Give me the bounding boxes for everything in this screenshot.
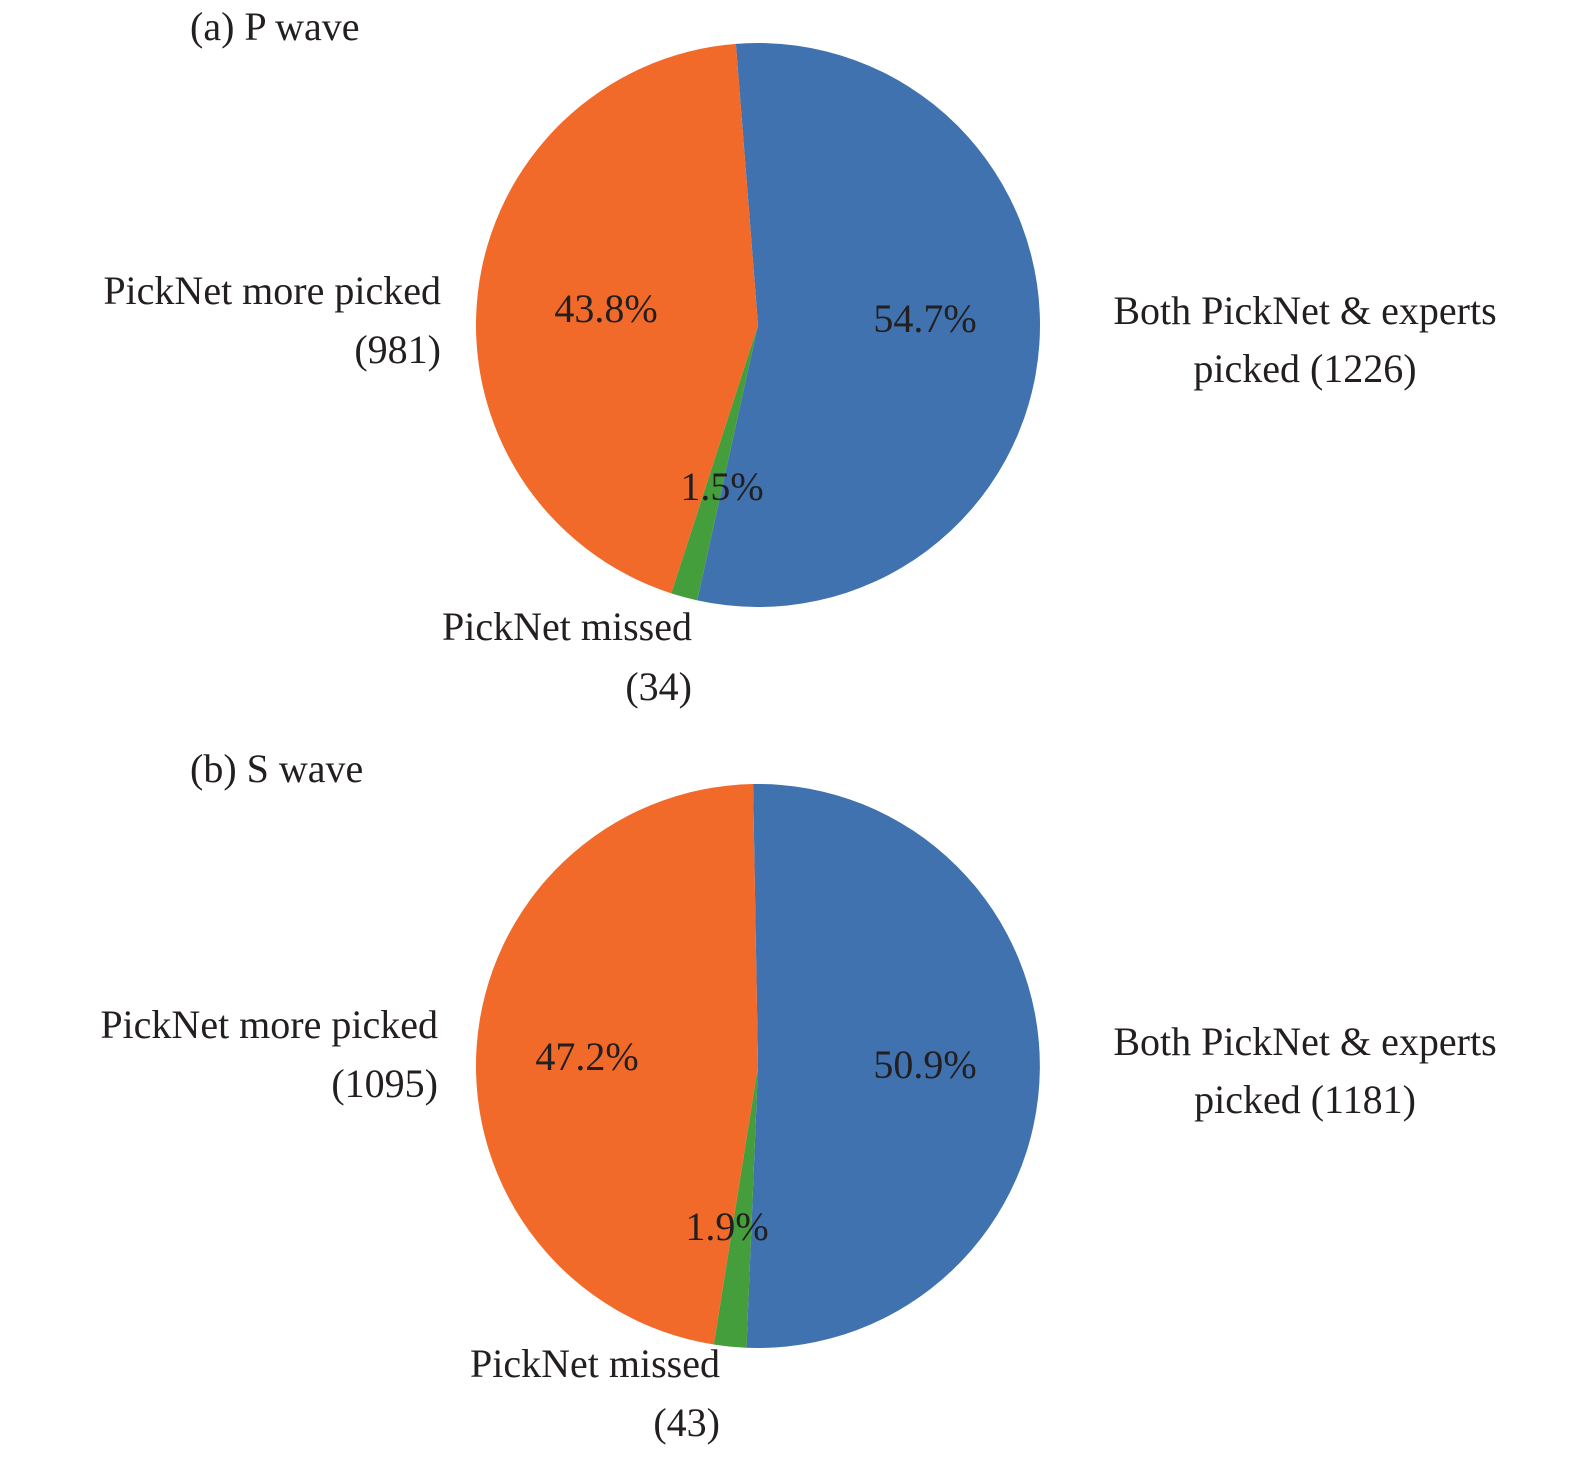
pie-slice-both-s xyxy=(746,783,1040,1348)
category-label-more-p-line2: (981) xyxy=(354,327,441,372)
category-label-more-s-line2: (1095) xyxy=(331,1061,438,1106)
pie-panel-s-wave: (b) S wave 50.9% 1.9% 47.2% Both PickNet… xyxy=(100,746,1496,1445)
pie-slice-both-p xyxy=(697,43,1041,608)
category-label-missed-s-line1: PickNet missed xyxy=(470,1341,720,1386)
pie-slice-missed-p xyxy=(671,325,758,601)
category-label-more-p-line1: PickNet more picked xyxy=(103,268,441,313)
category-label-both-p-line2: picked (1226) xyxy=(1193,346,1416,391)
percent-label-more-p: 43.8% xyxy=(554,286,657,331)
pie-slice-missed-s xyxy=(713,1066,758,1348)
pie-slice-more-s xyxy=(475,784,758,1345)
percent-label-both-s: 50.9% xyxy=(873,1042,976,1087)
pie-slice-more-p xyxy=(475,43,758,594)
category-label-missed-p-line1: PickNet missed xyxy=(442,604,692,649)
percent-label-missed-s: 1.9% xyxy=(685,1204,768,1249)
percent-label-both-p: 54.7% xyxy=(873,296,976,341)
pie-panel-p-wave: (a) P wave 54.7% 1.5% 43.8% Both PickNet… xyxy=(103,4,1496,709)
category-label-missed-p-line2: (34) xyxy=(625,664,692,709)
category-label-both-s-line1: Both PickNet & experts xyxy=(1113,1019,1496,1064)
category-label-both-s-line2: picked (1181) xyxy=(1194,1077,1416,1122)
category-label-both-p-line1: Both PickNet & experts xyxy=(1113,288,1496,333)
category-label-missed-s-line2: (43) xyxy=(653,1400,720,1445)
percent-label-more-s: 47.2% xyxy=(535,1034,638,1079)
panel-title-s-wave: (b) S wave xyxy=(190,746,363,791)
panel-title-p-wave: (a) P wave xyxy=(190,4,360,49)
percent-label-missed-p: 1.5% xyxy=(680,464,763,509)
pie-slices-p-wave xyxy=(475,43,1041,608)
pie-slices-s-wave xyxy=(475,783,1040,1348)
category-label-more-s-line1: PickNet more picked xyxy=(100,1002,438,1047)
